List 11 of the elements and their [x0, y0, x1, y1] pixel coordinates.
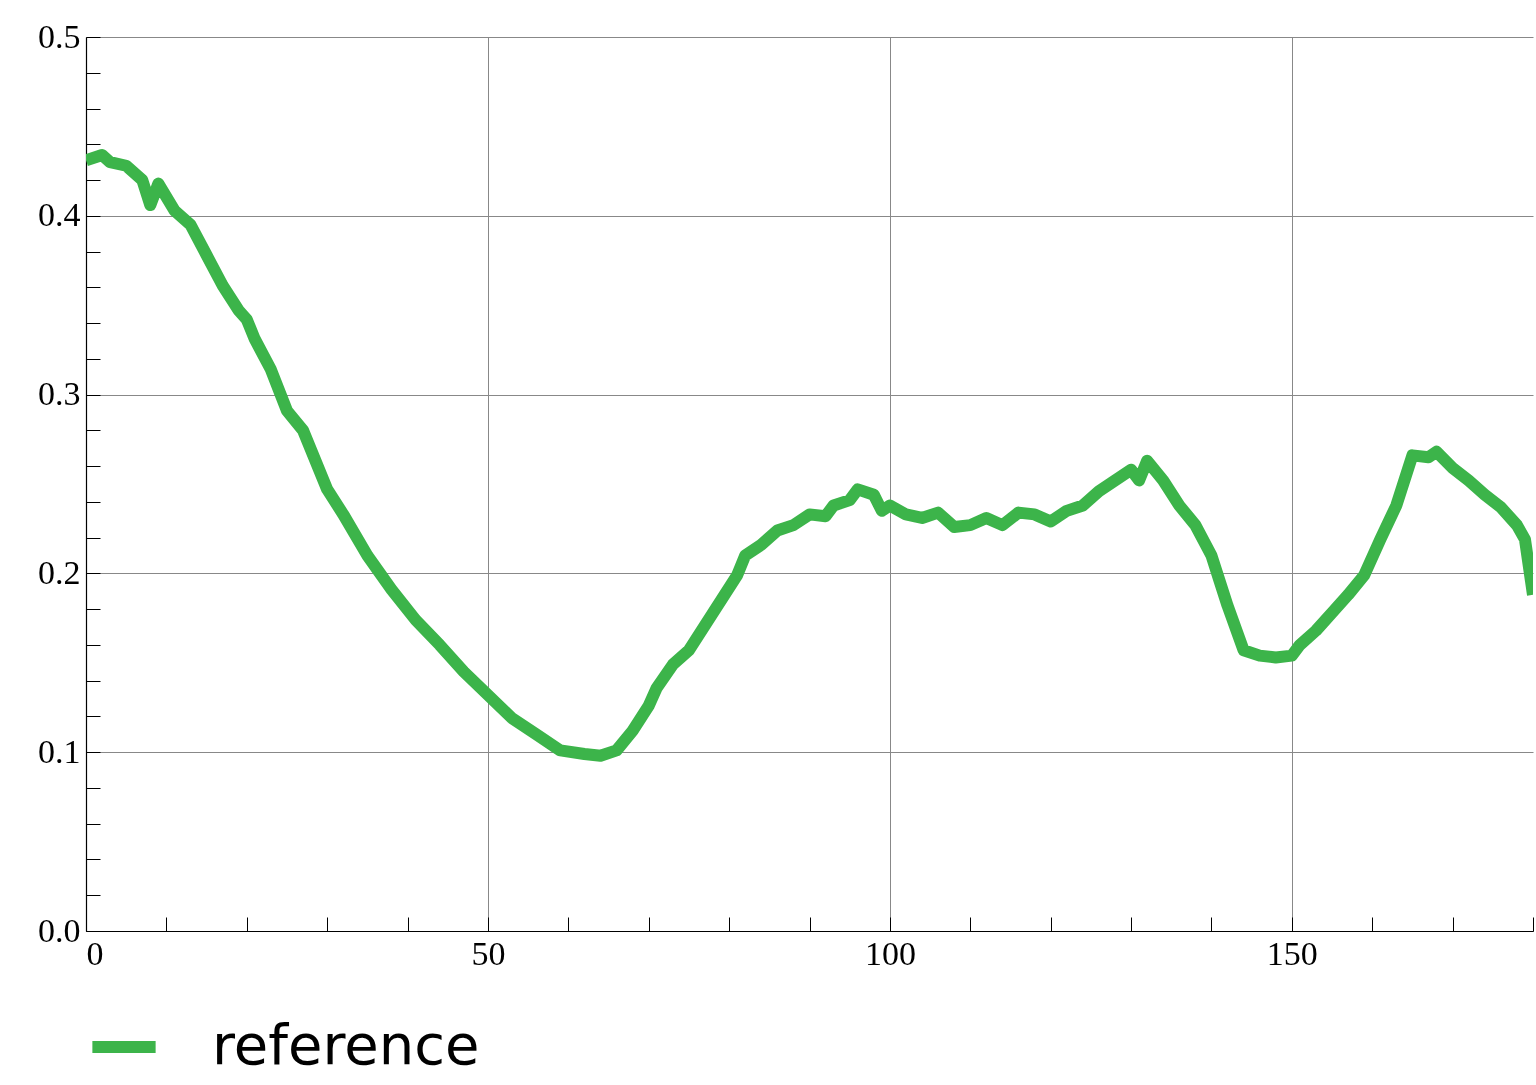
y-tick-label: 0.1: [38, 732, 81, 770]
x-tick-label: 100: [864, 934, 916, 972]
y-tick-label: 0.5: [38, 17, 81, 55]
y-tick-label: 0.2: [38, 553, 81, 591]
legend-label: reference: [212, 1012, 480, 1077]
x-tick-label: 150: [1266, 934, 1318, 972]
y-tick-label: 0.3: [38, 375, 81, 413]
y-tick-label: 0.4: [38, 196, 81, 234]
y-tick-label: 0.0: [38, 911, 81, 949]
x-tick-label: 0: [86, 934, 104, 972]
x-tick-label: 50: [471, 934, 506, 972]
